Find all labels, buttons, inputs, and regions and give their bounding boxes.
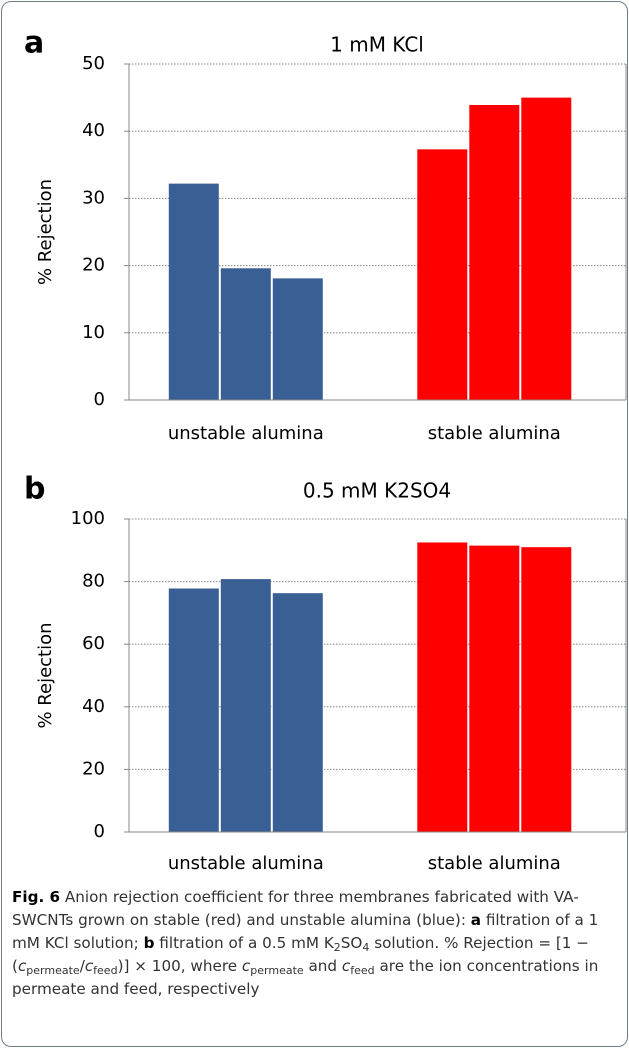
y-axis-label: % Rejection: [35, 179, 56, 285]
caption-text: c: [341, 957, 351, 975]
caption-text: solution. % Rejection = [1 − (: [12, 934, 590, 975]
y-tick-label: 40: [82, 696, 105, 717]
y-tick-label: 0: [94, 821, 105, 842]
caption-text: b: [143, 934, 155, 952]
y-tick-label: 50: [82, 53, 105, 74]
bar: [220, 579, 271, 832]
bar: [469, 545, 520, 832]
caption-text: SO: [340, 934, 363, 952]
y-tick-label: 30: [82, 187, 105, 208]
caption-text: )] × 100, where: [117, 957, 242, 975]
caption-text: 2: [333, 941, 341, 954]
y-tick-label: 40: [82, 120, 105, 141]
bar: [168, 183, 219, 400]
caption-text: feed: [350, 964, 375, 977]
y-tick-label: 60: [82, 633, 105, 654]
x-tick-label: unstable alumina: [168, 423, 324, 444]
caption-text: filtration of a 1 mM KCl solution;: [12, 911, 599, 952]
y-axis-label: % Rejection: [35, 622, 56, 728]
chart-title: 1 mM KCl: [330, 33, 424, 57]
caption-text: permeate: [250, 964, 304, 977]
caption: Fig. 6 Anion rejection coefficient for t…: [12, 886, 617, 1001]
caption-text: Fig. 6: [12, 888, 61, 906]
caption-text: Anion rejection coefficient for three me…: [12, 888, 579, 929]
panel-label: b: [24, 472, 45, 507]
caption-text: /: [79, 957, 85, 975]
bar: [168, 588, 219, 832]
y-tick-label: 10: [82, 322, 105, 343]
caption-text: c: [84, 957, 94, 975]
bar: [521, 547, 572, 832]
bar: [417, 149, 468, 400]
x-tick-label: stable alumina: [428, 853, 561, 874]
y-tick-label: 20: [82, 255, 105, 276]
bar: [469, 104, 520, 400]
bar: [521, 97, 572, 400]
y-tick-label: 0: [94, 389, 105, 410]
bar: [272, 278, 323, 400]
x-tick-label: stable alumina: [428, 423, 561, 444]
chart-b: b 0.5 mM K2SO4 % Rejection 0 20 40 60 80 100 unst…: [24, 472, 627, 874]
caption-text: 4: [362, 941, 370, 954]
x-tick-label: unstable alumina: [168, 853, 324, 874]
y-tick-label: 100: [71, 508, 105, 529]
caption-text: c: [241, 957, 251, 975]
caption-text: feed: [93, 964, 118, 977]
caption-text: filtration of a 0.5 mM K: [154, 934, 334, 952]
caption-text: are the ion concentrations in permeate a…: [12, 957, 599, 998]
caption-text: permeate: [26, 964, 80, 977]
bar: [272, 593, 323, 832]
panel-label: a: [24, 26, 44, 61]
chart-a: a 1 mM KCl % Rejection 0 10 20 30 40 50 unstable …: [24, 26, 627, 444]
caption-text: a: [470, 911, 482, 929]
y-tick-label: 20: [82, 758, 105, 779]
y-tick-label: 80: [82, 571, 105, 592]
bar: [417, 542, 468, 832]
caption-text: c: [17, 957, 27, 975]
chart-title: 0.5 mM K2SO4: [303, 479, 451, 503]
bar: [220, 268, 271, 400]
caption-text: and: [303, 957, 342, 975]
